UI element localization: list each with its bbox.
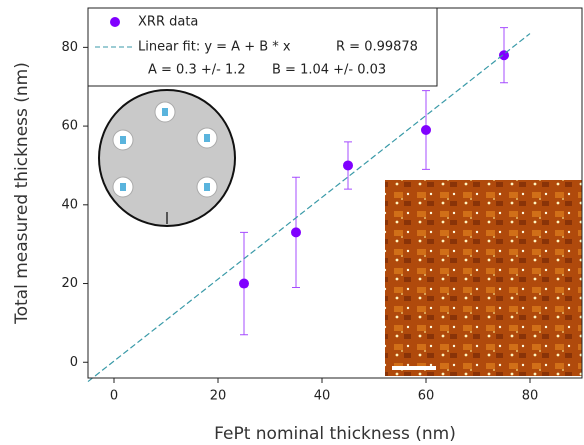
x-tick-label: 80: [522, 389, 539, 404]
annotation: B = 1.04 +/- 0.03: [272, 63, 386, 78]
x-tick-label: 20: [210, 389, 227, 404]
legend-box: [87, 7, 438, 87]
legend: XRR data Linear fit: y = A + B * x R = 0.9…: [87, 7, 438, 87]
x-axis-title: FePt nominal thickness (nm): [214, 424, 456, 444]
samples: [120, 108, 210, 191]
annotation: R = 0.99878: [336, 40, 418, 55]
y-tick-label: 80: [61, 40, 78, 55]
data-point: [343, 160, 353, 171]
annotation: A = 0.3 +/- 1.2: [148, 63, 246, 78]
sample-holders: [112, 101, 218, 198]
legend-label: XRR data: [138, 15, 198, 30]
y-axis-title: Total measured thickness (nm): [12, 62, 32, 325]
x-tick-label: 0: [110, 389, 118, 404]
legend-label: Linear fit: y = A + B * x: [138, 40, 291, 55]
x-tick-label: 40: [314, 389, 331, 404]
afm-image: [385, 180, 582, 376]
legend-marker: [110, 17, 120, 27]
data-point: [421, 125, 431, 136]
y-tick-label: 60: [61, 119, 78, 134]
y-tick-label: 20: [61, 276, 78, 291]
x-tick-label: 60: [418, 389, 435, 404]
data: [87, 27, 531, 383]
data-point: [291, 227, 301, 238]
fit-line: [87, 33, 531, 383]
insets: [98, 89, 582, 376]
y-tick-label: 40: [61, 197, 78, 212]
data-point: [239, 278, 249, 289]
y-tick-label: 0: [70, 355, 78, 370]
